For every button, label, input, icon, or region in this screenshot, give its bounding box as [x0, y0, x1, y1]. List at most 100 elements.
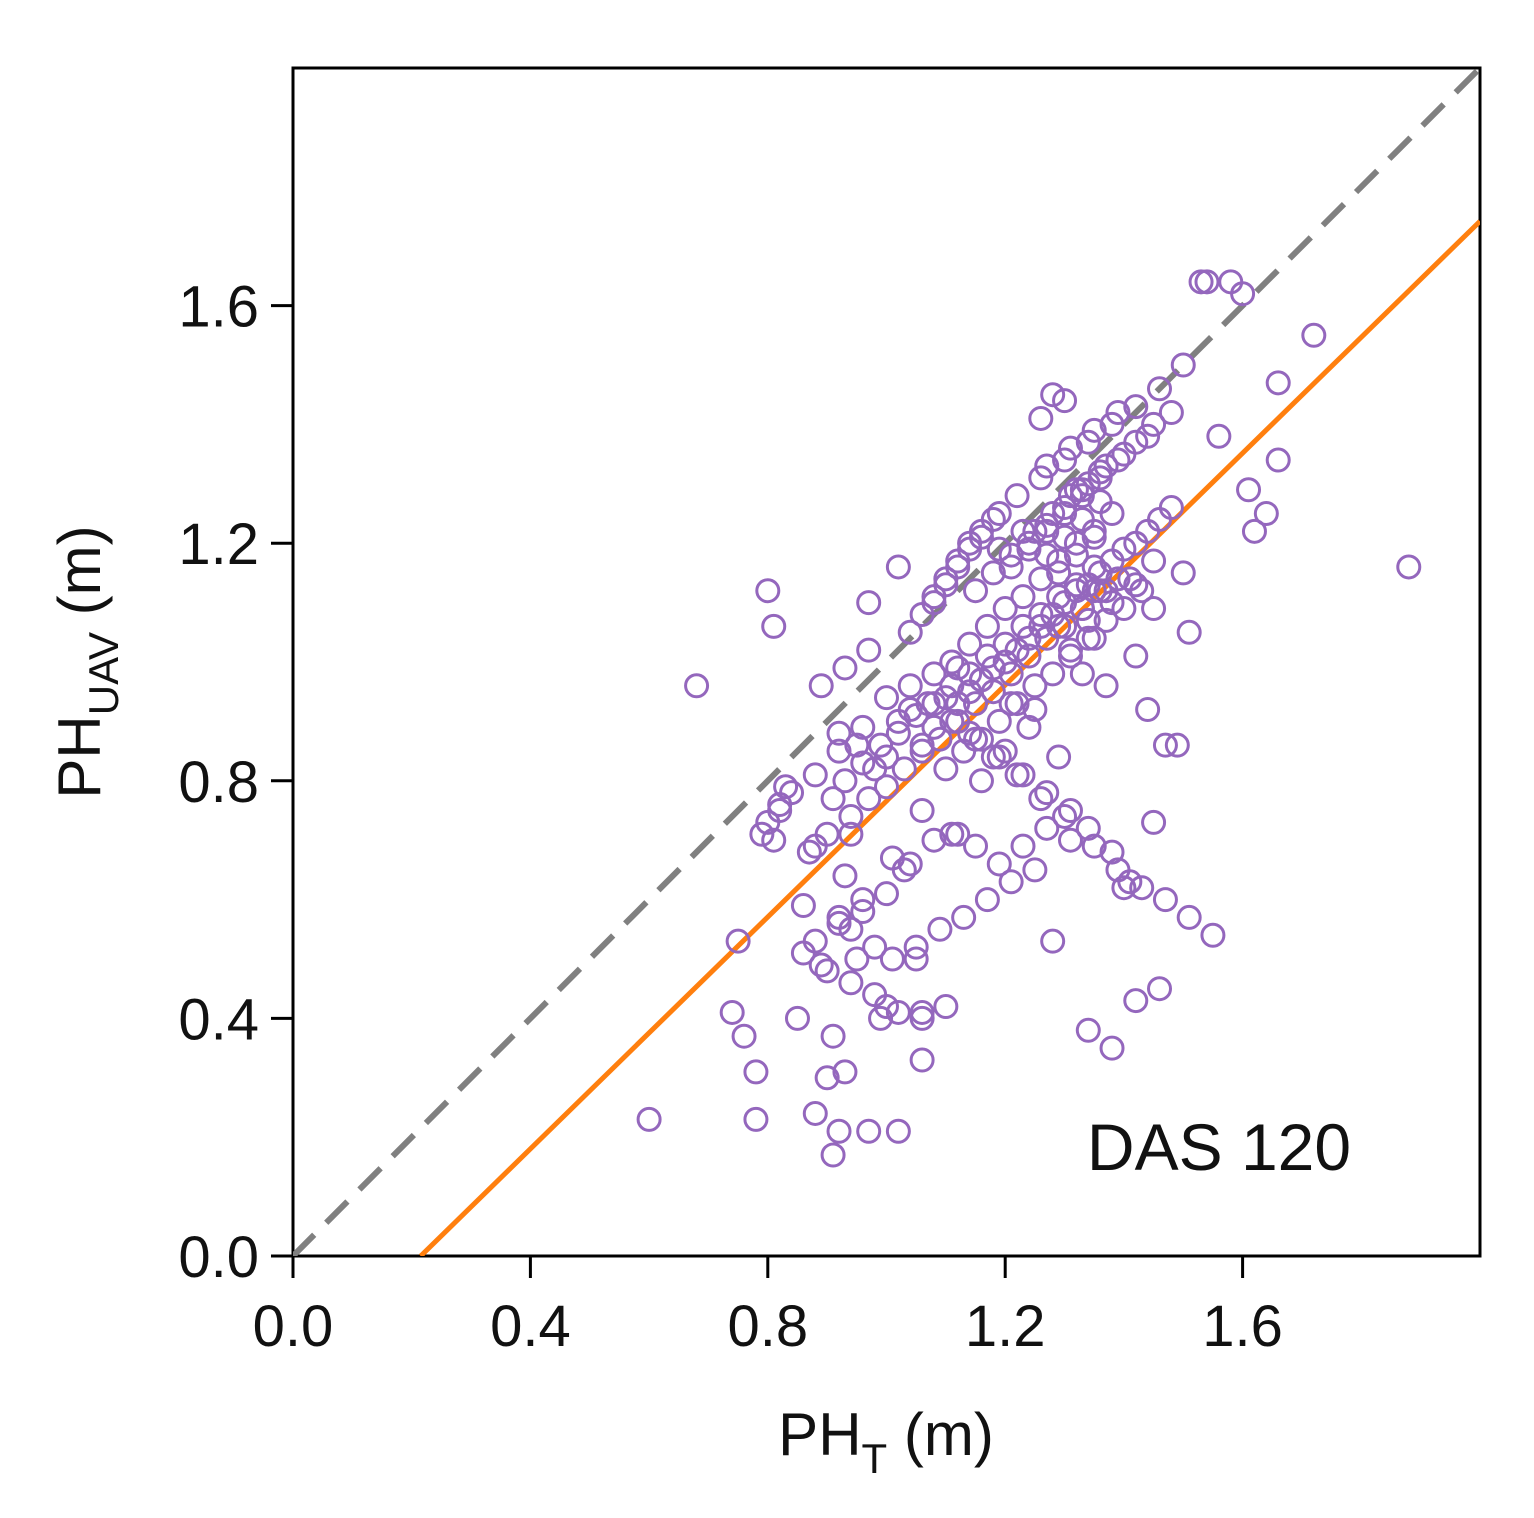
data-point [986, 501, 1012, 526]
data-point [897, 697, 923, 723]
data-point [1034, 780, 1060, 806]
data-point [874, 685, 899, 711]
x-tick-label: 1.6 [1202, 1294, 1283, 1359]
x-axis-title-subscript: T [862, 1435, 888, 1482]
data-point [1093, 607, 1119, 633]
x-tick-label: 0.0 [253, 1294, 334, 1359]
data-point [974, 643, 1000, 669]
data-point [838, 821, 864, 847]
data-point [1063, 477, 1089, 503]
data-point [891, 857, 917, 883]
data-point [1069, 596, 1095, 622]
data-point [915, 691, 941, 717]
data-point [743, 1059, 769, 1085]
data-point [1069, 661, 1095, 687]
data-point [850, 887, 876, 913]
data-point [820, 1142, 846, 1168]
data-point [980, 560, 1006, 586]
data-point [909, 732, 935, 758]
data-point [963, 833, 989, 859]
data-point [963, 691, 989, 717]
data-point [862, 934, 888, 960]
data-point [1081, 578, 1107, 604]
data-point [832, 863, 858, 889]
data-point [968, 667, 994, 693]
data-point [1034, 512, 1060, 538]
data-point [933, 685, 959, 711]
data-point [826, 1118, 852, 1144]
data-point [939, 708, 965, 734]
data-point [1164, 732, 1190, 758]
data-point [885, 999, 911, 1025]
data-point [802, 1100, 828, 1126]
data-point [963, 726, 989, 752]
data-point [903, 934, 929, 960]
data-point [1123, 988, 1149, 1014]
data-point [945, 548, 971, 574]
data-point [1034, 518, 1060, 544]
data-point [874, 744, 899, 770]
data-point [1253, 501, 1279, 526]
data-point [868, 1005, 894, 1031]
data-point [856, 1118, 882, 1144]
data-point [1022, 518, 1048, 544]
data-point [1022, 857, 1048, 883]
data-point [903, 946, 929, 972]
x-axis-title: PHT (m) [778, 1401, 994, 1482]
data-point [1200, 922, 1226, 948]
data-point [951, 904, 977, 930]
data-point [885, 1118, 911, 1144]
data-point [832, 655, 858, 681]
data-point [1016, 643, 1042, 669]
data-point [874, 774, 899, 800]
data-point [1241, 518, 1267, 544]
data-point [897, 619, 923, 645]
data-point [1075, 607, 1101, 633]
data-point [1063, 542, 1089, 568]
data-point [909, 601, 935, 627]
data-point [1158, 495, 1184, 521]
data-point [1046, 744, 1072, 770]
x-tick-label: 0.8 [727, 1294, 808, 1359]
x-axis: 0.0 0.4 0.8 1.2 1.6 [253, 1256, 1283, 1359]
data-point [784, 1005, 810, 1031]
data-point [957, 631, 983, 657]
data-point [1040, 661, 1066, 687]
data-point [826, 738, 852, 764]
data-point [1028, 601, 1054, 627]
data-point [921, 584, 947, 610]
data-point [1123, 643, 1149, 669]
data-point [1081, 524, 1107, 550]
data-point [790, 893, 816, 919]
data-point [1123, 394, 1149, 420]
data-point [1123, 572, 1149, 598]
data-point [885, 720, 911, 746]
data-point [1265, 370, 1291, 396]
data-point [743, 1106, 769, 1132]
data-point [1075, 815, 1101, 841]
data-point [636, 1106, 662, 1132]
data-point [1022, 673, 1048, 699]
data-point [874, 881, 899, 907]
data-point [909, 738, 935, 764]
data-point [850, 714, 876, 740]
data-point [998, 869, 1024, 895]
data-point [1093, 453, 1119, 479]
data-point [1052, 495, 1078, 521]
data-point [1236, 477, 1262, 503]
data-point [1028, 786, 1054, 812]
data-point [1099, 411, 1125, 437]
data-point [1099, 590, 1125, 616]
data-point [921, 827, 947, 853]
data-point [909, 999, 935, 1025]
data-point [1063, 572, 1089, 598]
data-point [1052, 447, 1078, 473]
data-point [844, 732, 870, 758]
data-point [992, 631, 1018, 657]
data-point [1057, 643, 1083, 669]
data-point [790, 940, 816, 966]
data-point [796, 839, 822, 865]
data-point [838, 916, 864, 942]
data-point [1111, 441, 1137, 467]
x-tick-label: 1.2 [965, 1294, 1046, 1359]
